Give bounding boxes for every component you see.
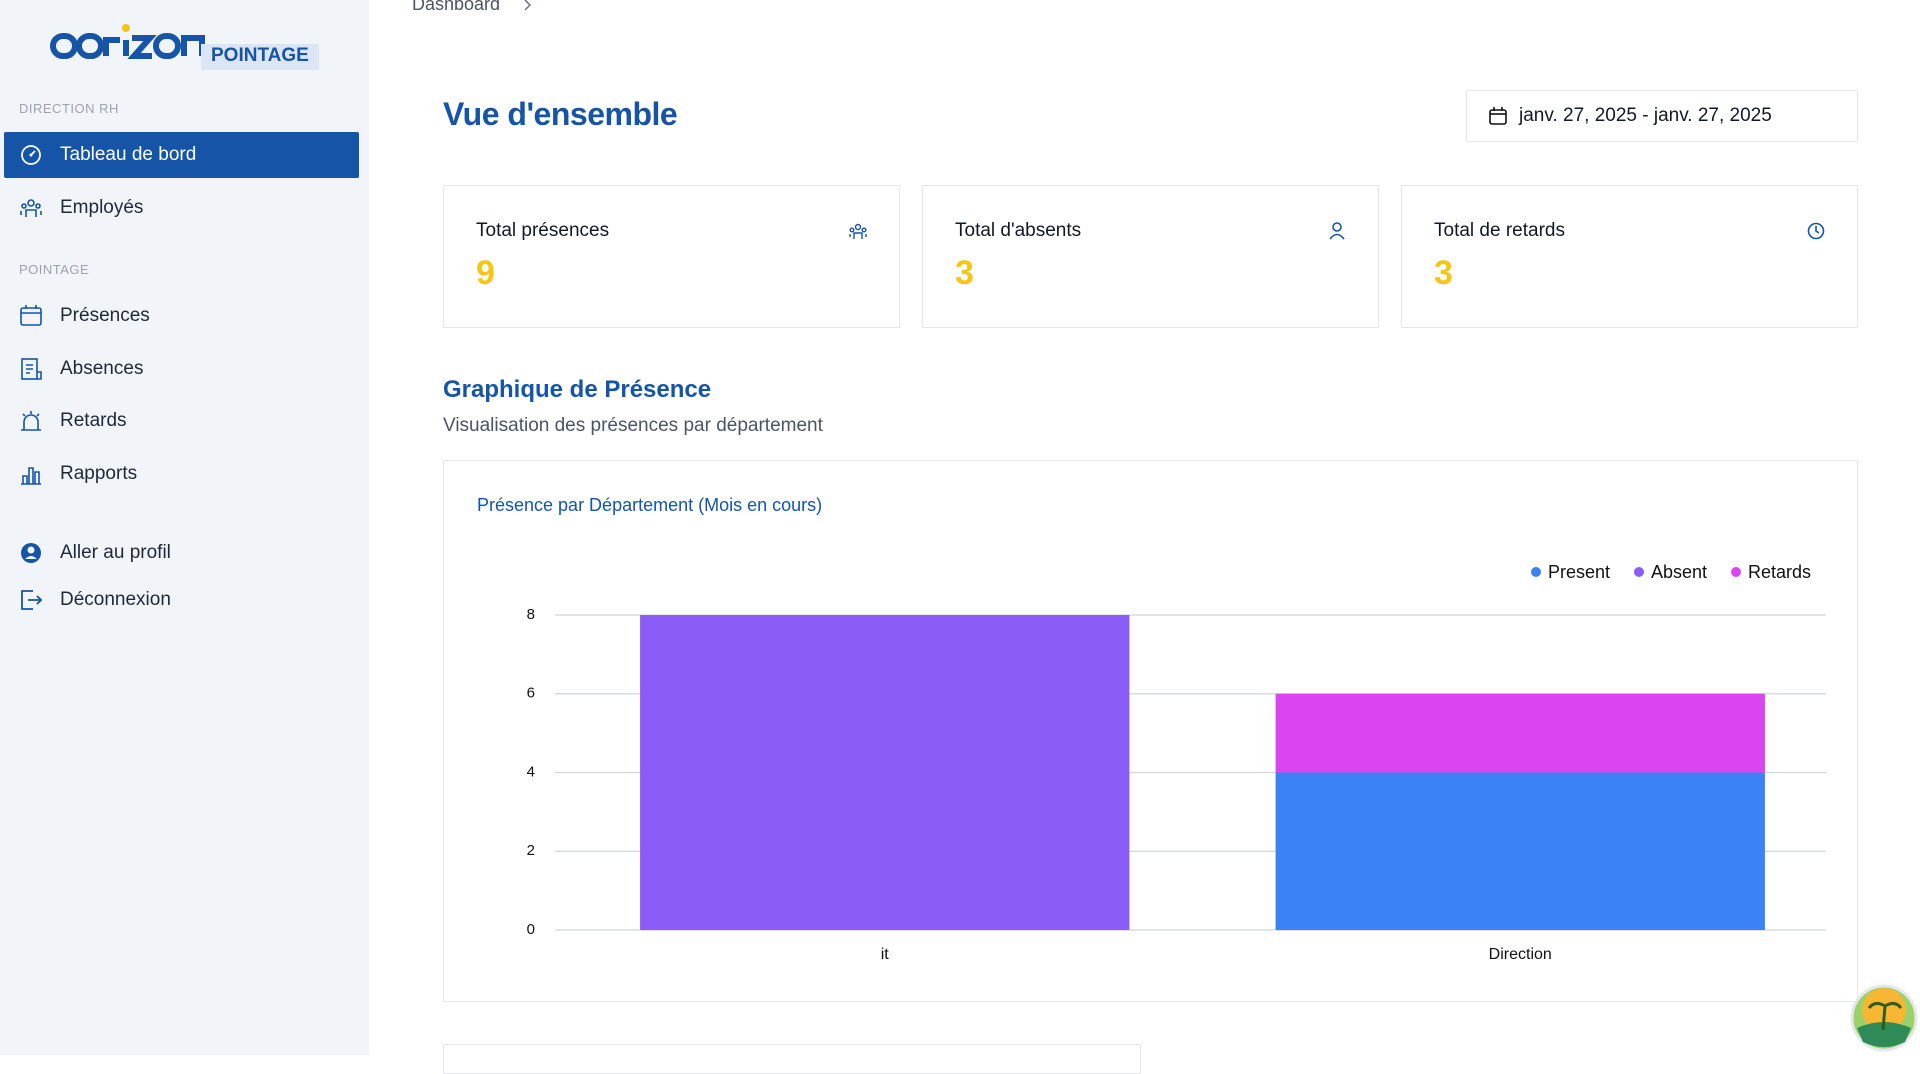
nav-icon [20, 199, 42, 217]
nav-icon [21, 358, 42, 380]
nav-icon [21, 145, 41, 165]
y-tick-label: 4 [527, 763, 535, 780]
y-tick-label: 2 [527, 842, 535, 859]
legend-label: Absent [1651, 562, 1707, 582]
nav-item[interactable]: Employés [4, 185, 359, 231]
bar-segment [1275, 772, 1765, 930]
nav-icon [21, 543, 41, 563]
stat-label: Total de retards [1434, 220, 1565, 241]
nav-section-title: DIRECTION RH [19, 101, 119, 116]
page-title: Vue d'ensemble [443, 96, 678, 132]
nav-label: Rapports [60, 463, 138, 484]
nav-label: Employés [60, 197, 144, 218]
nav-item[interactable]: Déconnexion [4, 577, 359, 623]
date-range: janv. 27, 2025 - janv. 27, 2025 [1519, 105, 1772, 126]
nav-item[interactable]: Rapports [4, 451, 359, 497]
y-tick-label: 6 [527, 685, 535, 702]
assistant-avatar[interactable] [1845, 980, 1920, 1055]
breadcrumb[interactable]: Dashboard [412, 0, 501, 14]
nav-icon [20, 305, 42, 326]
chart-title: Présence par Département (Mois en cours) [477, 495, 822, 515]
nav-label: Tableau de bord [60, 144, 197, 165]
nav-icon [21, 590, 42, 610]
stat-card: Total d'absents 3 [922, 185, 1379, 328]
stat-card: Total de retards 3 [1401, 185, 1858, 328]
chart-card: Présence par Département (Mois en cours)… [443, 460, 1858, 1002]
nav-item[interactable]: Aller au profil [4, 530, 359, 576]
legend-swatch [1531, 567, 1541, 577]
nav-item[interactable]: Absences [4, 346, 359, 392]
y-tick-label: 8 [527, 606, 535, 623]
chart: Présence par Département (Mois en cours)… [477, 495, 1826, 963]
logo [50, 24, 205, 59]
stat-icon [1329, 222, 1345, 240]
nav-label: Absences [60, 358, 144, 379]
next-card [443, 1044, 1141, 1074]
legend-swatch [1731, 567, 1741, 577]
nav-label: Aller au profil [60, 542, 171, 563]
bar-segment [640, 615, 1130, 930]
y-tick-label: 0 [527, 921, 535, 938]
legend-label: Present [1548, 562, 1610, 582]
breadcrumb-chevron [524, 0, 532, 11]
nav-section-title: POINTAGE [19, 262, 90, 277]
nav-label: Déconnexion [60, 589, 171, 610]
legend-swatch [1634, 567, 1644, 577]
stat-label: Total d'absents [955, 220, 1082, 241]
stat-icon [1807, 222, 1825, 240]
x-tick-label: it [881, 946, 890, 963]
legend-label: Retards [1748, 562, 1811, 582]
calendar-icon [1489, 107, 1507, 125]
nav-label: Retards [60, 410, 127, 431]
stat-icon [849, 223, 867, 239]
nav-icon [21, 467, 41, 485]
x-tick-label: Direction [1489, 946, 1552, 963]
nav-icon [21, 411, 41, 431]
section-subtitle: Visualisation des présences par départem… [443, 415, 823, 436]
stat-label: Total présences [476, 220, 610, 241]
section-title: Graphique de Présence [443, 376, 712, 403]
sidebar: POINTAGE DIRECTION RH Tableau de bord Empl… [0, 0, 369, 1055]
nav-item[interactable]: Tableau de bord [4, 132, 359, 178]
logo-badge-bg [201, 44, 319, 70]
stat-value: 3 [1434, 254, 1453, 292]
stat-value: 3 [955, 254, 974, 292]
nav-item[interactable]: Retards [4, 398, 359, 444]
nav-label: Présences [60, 305, 150, 326]
stat-card: Total présences 9 [443, 185, 900, 328]
bar-segment [1275, 693, 1765, 773]
stat-value: 9 [476, 254, 495, 292]
date-picker[interactable]: janv. 27, 2025 - janv. 27, 2025 [1466, 90, 1858, 142]
nav-item[interactable]: Présences [4, 293, 359, 339]
logo-badge: POINTAGE [211, 45, 309, 66]
